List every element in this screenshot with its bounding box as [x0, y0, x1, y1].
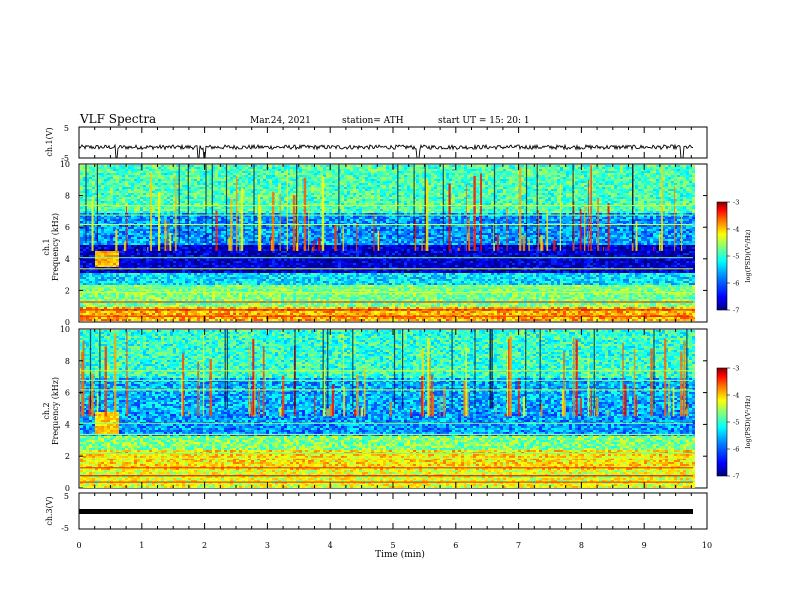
time-tick-label: 2	[202, 541, 207, 550]
station-label: station= ATH	[342, 116, 404, 126]
colorbar-tick-label: -6	[733, 446, 739, 454]
ch3-ylabel: ch.3(V)	[45, 496, 54, 525]
ch1-colorbar-label: log(PSD)(V²/Hz)	[744, 229, 752, 282]
spectrogram-ytick-label: 6	[65, 389, 70, 398]
time-tick-marks	[78, 127, 708, 529]
ch2-spectrogram-yticks: 0 2 4 6 8 10	[60, 325, 707, 493]
ch2-spectrogram-panel: 0 2 4 6 8 10 ch.2 Frequency (kHz)	[42, 325, 708, 493]
spectrogram-ytick-label: 10	[60, 160, 70, 169]
time-tick-label: 8	[579, 541, 584, 550]
time-tick-label: 0	[76, 541, 81, 550]
ch2-colorbar-ticks: -3 -4 -5 -6 -7	[727, 365, 739, 481]
ch1-colorbar: -3 -4 -5 -6 -7 log(PSD)(V²/Hz)	[716, 199, 752, 315]
time-tick-label: 3	[265, 541, 270, 550]
ch1-spectrogram-ylabel-frequency: Frequency (kHz)	[51, 213, 60, 281]
time-tick-label: 1	[139, 541, 144, 550]
ch1-spectrogram-panel: 0 2 4 6 8 10 ch.1 Frequency (kHz)	[42, 160, 708, 327]
spectrogram-ytick-label: 8	[65, 357, 70, 366]
colorbar-tick-label: -3	[733, 199, 739, 207]
colorbar-tick-label: -4	[733, 392, 739, 400]
ch2-colorbar-gradient	[716, 367, 728, 477]
colorbar-tick-label: -3	[733, 365, 739, 373]
ch3-ytick-top: 5	[64, 492, 69, 501]
ch2-colorbar-label: log(PSD)(V²/Hz)	[744, 395, 752, 448]
ch1-ytick-top: 5	[64, 124, 69, 133]
ch3-ytick-bottom: -5	[61, 524, 69, 533]
ch2-colorbar: -3 -4 -5 -6 -7 log(PSD)(V²/Hz)	[716, 365, 752, 481]
ch2-spectrogram-ylabel-frequency: Frequency (kHz)	[51, 377, 60, 445]
ch1-spectrogram-yticks: 0 2 4 6 8 10	[60, 160, 707, 327]
time-axis-label: Time (min)	[375, 549, 425, 560]
spectrogram-ytick-label: 10	[60, 325, 70, 334]
spectrogram-ytick-label: 0	[65, 318, 70, 327]
colorbar-tick-label: -7	[733, 307, 739, 315]
ch1-waveform-trace	[78, 143, 694, 159]
spectrogram-ytick-label: 8	[65, 192, 70, 201]
ch1-colorbar-gradient	[716, 201, 728, 311]
ch1-ytick-bottom: -5	[61, 154, 69, 163]
spectrogram-ytick-label: 4	[65, 420, 70, 429]
time-tick-label: 7	[516, 541, 521, 550]
ch1-colorbar-ticks: -3 -4 -5 -6 -7	[727, 199, 739, 315]
spectrogram-ytick-label: 4	[65, 255, 70, 264]
colorbar-tick-label: -6	[733, 280, 739, 288]
ch2-spectrogram-heatmap	[80, 329, 695, 488]
figure-title: VLF Spectra	[79, 112, 156, 126]
date-label: Mar.24, 2021	[250, 116, 311, 126]
spectrogram-ytick-label: 0	[65, 484, 70, 493]
time-tick-label: 5	[390, 541, 395, 550]
ch1-spectrogram-ylabel-channel: ch.1	[42, 238, 51, 255]
ch3-waveform-trace	[79, 509, 693, 514]
spectrogram-ytick-label: 6	[65, 223, 70, 232]
ch1-waveform-panel: 5 -5 ch.1(V)	[45, 124, 708, 163]
colorbar-tick-label: -5	[733, 253, 739, 261]
ch3-waveform-panel: 5 -5 ch.3(V)	[45, 492, 708, 533]
time-tick-label: 9	[642, 541, 647, 550]
ch1-spectrogram-heatmap	[80, 164, 695, 321]
ch2-spectrogram-ylabel-channel: ch.2	[42, 402, 51, 419]
time-tick-label: 10	[702, 541, 712, 550]
colorbar-tick-label: -5	[733, 419, 739, 427]
colorbar-tick-label: -7	[733, 473, 739, 481]
start-time-label: start UT = 15: 20: 1	[438, 116, 530, 126]
time-tick-label: 6	[453, 541, 458, 550]
spectrogram-ytick-label: 2	[65, 452, 70, 461]
time-axis-ticks: 0 1 2 3 4 5 6 7 8 9 10	[76, 541, 712, 550]
time-tick-label: 4	[328, 541, 333, 550]
colorbar-tick-label: -4	[733, 226, 739, 234]
spectrogram-ytick-label: 2	[65, 286, 70, 295]
ch1-ylabel: ch.1(V)	[45, 127, 54, 156]
